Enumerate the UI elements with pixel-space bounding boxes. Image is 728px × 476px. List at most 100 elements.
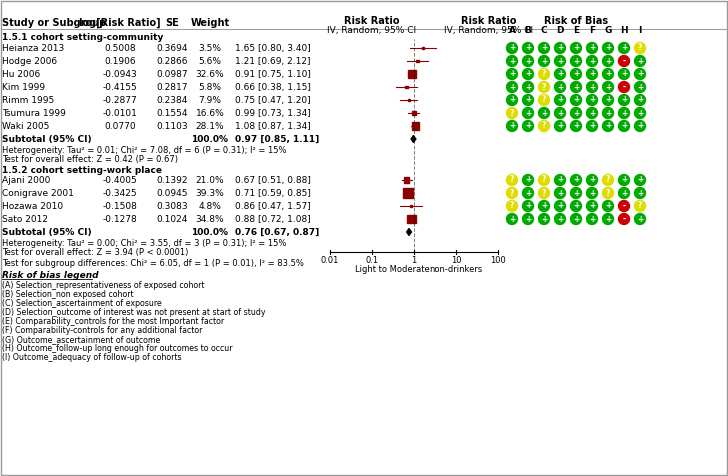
Text: +: + <box>557 96 563 105</box>
Text: 0.1: 0.1 <box>365 256 379 265</box>
Text: 21.0%: 21.0% <box>196 176 224 185</box>
Text: 39.3%: 39.3% <box>196 189 224 198</box>
Bar <box>408 99 410 101</box>
Text: +: + <box>541 109 547 118</box>
Text: (G) Outcome_ascertainment of outcome: (G) Outcome_ascertainment of outcome <box>2 335 160 344</box>
Text: SE: SE <box>165 18 179 28</box>
Bar <box>422 47 424 49</box>
Text: 0.0945: 0.0945 <box>157 189 188 198</box>
Text: +: + <box>589 96 595 105</box>
Text: 10: 10 <box>451 256 462 265</box>
Text: 100: 100 <box>490 256 506 265</box>
Text: +: + <box>605 43 611 52</box>
Text: +: + <box>557 215 563 224</box>
Text: ?: ? <box>510 188 514 198</box>
Text: Heianza 2013: Heianza 2013 <box>2 44 64 53</box>
Text: 0.88 [0.72, 1.08]: 0.88 [0.72, 1.08] <box>235 215 311 224</box>
Text: +: + <box>557 176 563 185</box>
Circle shape <box>635 42 646 53</box>
Text: (B) Selection_non exposed cohort: (B) Selection_non exposed cohort <box>2 290 134 299</box>
Text: Weight: Weight <box>191 18 229 28</box>
Circle shape <box>507 42 518 53</box>
Bar <box>403 188 413 198</box>
Text: +: + <box>637 176 643 185</box>
Circle shape <box>603 188 614 198</box>
Text: +: + <box>573 69 579 79</box>
Circle shape <box>507 200 518 211</box>
Text: -0.2877: -0.2877 <box>103 96 138 105</box>
Text: ?: ? <box>542 82 546 91</box>
Text: +: + <box>573 176 579 185</box>
Circle shape <box>635 69 646 79</box>
Text: Risk of bias legend: Risk of bias legend <box>2 271 98 280</box>
Text: +: + <box>525 109 531 118</box>
Text: 0.0770: 0.0770 <box>104 122 136 131</box>
Text: +: + <box>605 69 611 79</box>
Text: +: + <box>637 215 643 224</box>
Text: Study or Subgroup: Study or Subgroup <box>2 18 106 28</box>
Circle shape <box>523 214 534 225</box>
Text: 0.3083: 0.3083 <box>157 202 188 211</box>
Text: 1.5.1 cohort setting-community: 1.5.1 cohort setting-community <box>2 33 163 42</box>
Circle shape <box>603 108 614 119</box>
Text: 0.01: 0.01 <box>321 256 339 265</box>
Circle shape <box>523 42 534 53</box>
Text: Subtotal (95% CI): Subtotal (95% CI) <box>2 135 92 144</box>
Circle shape <box>619 69 630 79</box>
Circle shape <box>603 214 614 225</box>
Text: Hu 2006: Hu 2006 <box>2 70 40 79</box>
Text: 32.6%: 32.6% <box>196 70 224 79</box>
Text: ?: ? <box>542 69 546 79</box>
Text: 1.21 [0.69, 2.12]: 1.21 [0.69, 2.12] <box>235 57 311 66</box>
Circle shape <box>507 108 518 119</box>
Text: -0.0101: -0.0101 <box>103 109 138 118</box>
Text: ?: ? <box>542 121 546 130</box>
Text: Heterogeneity: Tau² = 0.01; Chi² = 7.08, df = 6 (P = 0.31); I² = 15%: Heterogeneity: Tau² = 0.01; Chi² = 7.08,… <box>2 146 287 155</box>
Circle shape <box>507 214 518 225</box>
Circle shape <box>571 188 582 198</box>
Circle shape <box>555 42 566 53</box>
Circle shape <box>619 214 630 225</box>
Circle shape <box>587 69 598 79</box>
Text: +: + <box>621 188 627 198</box>
Text: 0.2817: 0.2817 <box>157 83 188 92</box>
Text: 0.91 [0.75, 1.10]: 0.91 [0.75, 1.10] <box>235 70 311 79</box>
Text: Light to Moderate: Light to Moderate <box>355 265 430 274</box>
Text: Conigrave 2001: Conigrave 2001 <box>2 189 74 198</box>
Text: -: - <box>622 57 625 66</box>
Text: (C) Selection_ascertainment of exposure: (C) Selection_ascertainment of exposure <box>2 299 162 308</box>
Circle shape <box>555 214 566 225</box>
Text: 0.67 [0.51, 0.88]: 0.67 [0.51, 0.88] <box>235 176 311 185</box>
Text: ?: ? <box>638 43 642 52</box>
Text: +: + <box>525 96 531 105</box>
Text: 0.1554: 0.1554 <box>157 109 188 118</box>
Text: +: + <box>541 43 547 52</box>
Circle shape <box>507 175 518 186</box>
Text: 100.0%: 100.0% <box>191 135 229 144</box>
Text: +: + <box>525 43 531 52</box>
Text: Hozawa 2010: Hozawa 2010 <box>2 202 63 211</box>
Circle shape <box>619 81 630 92</box>
Text: +: + <box>557 57 563 66</box>
Text: Waki 2005: Waki 2005 <box>2 122 50 131</box>
Circle shape <box>603 120 614 131</box>
Circle shape <box>523 120 534 131</box>
Text: +: + <box>589 82 595 91</box>
Circle shape <box>539 56 550 67</box>
Circle shape <box>523 108 534 119</box>
Text: +: + <box>525 121 531 130</box>
Text: Ajani 2000: Ajani 2000 <box>2 176 50 185</box>
Text: +: + <box>525 201 531 210</box>
Text: -0.1508: -0.1508 <box>103 202 138 211</box>
Circle shape <box>571 200 582 211</box>
Circle shape <box>523 95 534 106</box>
Text: ?: ? <box>510 201 514 210</box>
Circle shape <box>619 42 630 53</box>
Text: ?: ? <box>606 188 610 198</box>
Circle shape <box>571 69 582 79</box>
Text: Rimm 1995: Rimm 1995 <box>2 96 55 105</box>
Text: ?: ? <box>510 176 514 185</box>
Text: +: + <box>589 43 595 52</box>
Circle shape <box>603 95 614 106</box>
Text: 0.2866: 0.2866 <box>157 57 188 66</box>
